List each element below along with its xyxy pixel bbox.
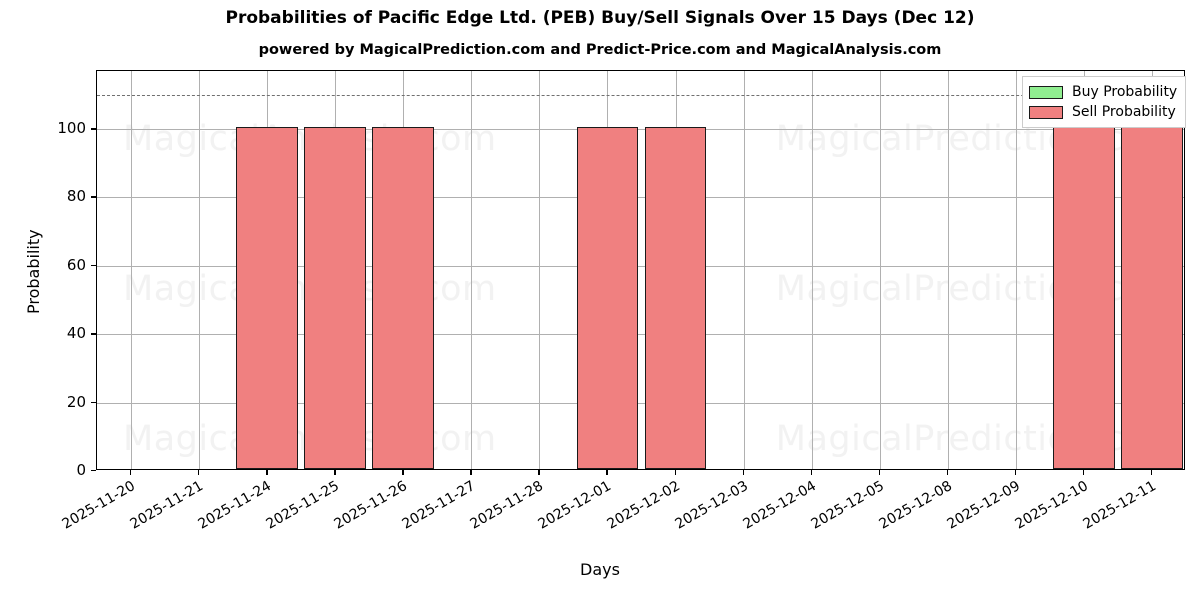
page-title: Probabilities of Pacific Edge Ltd. (PEB)… bbox=[225, 8, 975, 28]
gridline-vertical bbox=[199, 71, 201, 469]
legend-item-label: Buy Probability bbox=[1072, 84, 1178, 100]
chart-legend: Buy Probability Sell Probability bbox=[1022, 76, 1187, 128]
chart-subtitle: powered by MagicalPrediction.com and Pre… bbox=[258, 42, 942, 58]
y-axis-tick-label: 20 bbox=[66, 392, 86, 411]
y-axis-tick-label: 60 bbox=[66, 255, 86, 274]
gridline-horizontal bbox=[97, 265, 1184, 267]
x-axis-tick bbox=[946, 470, 949, 475]
x-axis-tick bbox=[1082, 470, 1085, 475]
chart-bar bbox=[576, 127, 639, 469]
legend-swatch-icon bbox=[1029, 85, 1063, 99]
y-axis-tick bbox=[91, 333, 96, 335]
gridline-horizontal bbox=[97, 197, 1184, 199]
chart-bar bbox=[236, 127, 299, 469]
chart-bar bbox=[372, 127, 435, 469]
y-axis-tick-label: 80 bbox=[66, 187, 86, 206]
y-axis-label: Probability bbox=[24, 229, 43, 314]
y-axis-tick-label: 0 bbox=[76, 461, 86, 479]
x-axis-tick bbox=[538, 470, 540, 475]
x-axis-tick bbox=[1150, 470, 1153, 475]
x-axis-tick bbox=[470, 470, 472, 475]
watermark-text: MagicalPrediction.com bbox=[775, 269, 1180, 309]
chart-bar bbox=[1052, 127, 1115, 469]
legend-item-label: Sell Probability bbox=[1072, 104, 1176, 120]
x-axis-tick bbox=[130, 470, 132, 475]
gridline-horizontal bbox=[97, 402, 1184, 404]
legend-item[interactable]: Sell Probability bbox=[1029, 102, 1177, 122]
x-axis-tick bbox=[810, 470, 813, 475]
x-axis-tick bbox=[1014, 470, 1017, 475]
x-axis-tick bbox=[402, 470, 404, 475]
y-axis-tick-label: 100 bbox=[57, 119, 86, 138]
gridline-vertical bbox=[1015, 71, 1017, 469]
watermark-text: MagicalPrediction.com bbox=[775, 419, 1180, 459]
plot-area: MagicalAnalysis.comMagicalPrediction.com… bbox=[96, 70, 1185, 470]
legend-swatch-icon bbox=[1029, 105, 1063, 119]
gridline-vertical bbox=[743, 71, 745, 469]
chart-bar bbox=[1121, 127, 1183, 469]
x-axis-tick bbox=[266, 470, 268, 475]
gridline-vertical bbox=[879, 71, 881, 469]
gridline-vertical bbox=[539, 71, 541, 469]
gridline-vertical bbox=[947, 71, 949, 469]
y-axis-tick bbox=[91, 196, 96, 198]
gridline-horizontal bbox=[97, 334, 1184, 336]
chart-bar bbox=[304, 127, 367, 469]
gridline-vertical bbox=[131, 71, 133, 469]
chart-bar bbox=[644, 127, 707, 469]
y-axis-tick bbox=[91, 470, 96, 472]
x-axis-tick bbox=[334, 470, 336, 475]
x-axis-tick bbox=[674, 470, 676, 475]
x-axis-tick bbox=[198, 470, 200, 475]
x-axis-tick bbox=[742, 470, 744, 475]
x-axis-tick bbox=[606, 470, 608, 475]
y-axis-tick bbox=[91, 128, 96, 130]
gridline-horizontal bbox=[97, 129, 1184, 131]
y-axis-tick bbox=[91, 264, 96, 267]
x-axis-label: Days bbox=[580, 560, 620, 579]
y-axis-tick bbox=[91, 401, 96, 403]
gridline-vertical bbox=[471, 71, 473, 469]
legend-item[interactable]: Buy Probability bbox=[1029, 82, 1177, 102]
threshold-line bbox=[97, 94, 1184, 96]
x-axis-tick bbox=[878, 470, 881, 475]
y-axis-tick-label: 40 bbox=[66, 324, 86, 343]
gridline-vertical bbox=[811, 71, 813, 469]
